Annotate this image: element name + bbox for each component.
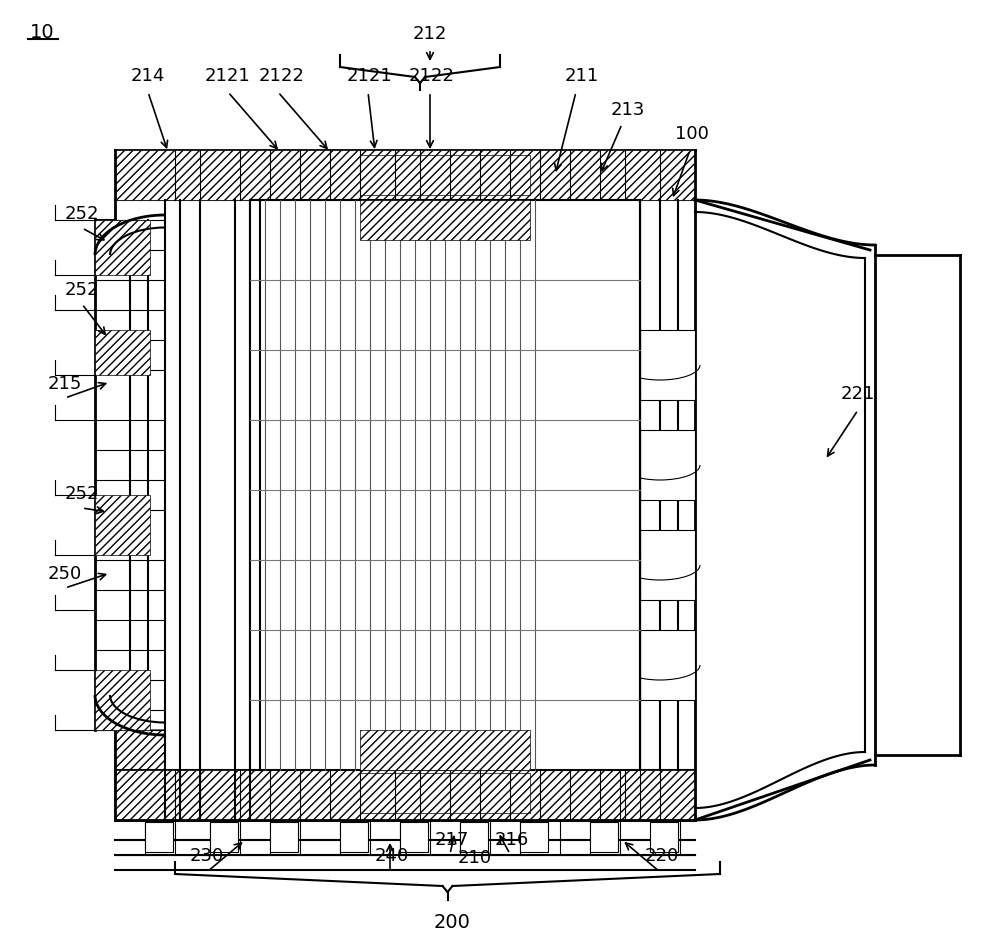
Bar	[95, 495, 150, 555]
Bar	[340, 822, 368, 852]
Bar	[95, 220, 150, 275]
Text: 213: 213	[611, 101, 645, 119]
Bar	[640, 530, 695, 600]
Bar	[360, 730, 530, 770]
Text: 2122: 2122	[259, 67, 305, 85]
Bar	[520, 822, 548, 852]
Bar	[400, 822, 428, 852]
Text: 221: 221	[841, 385, 875, 403]
Text: 252: 252	[65, 205, 99, 223]
Bar	[95, 670, 150, 730]
Text: 215: 215	[48, 375, 82, 393]
Bar	[640, 630, 695, 700]
Text: 217: 217	[435, 831, 469, 849]
Text: 10: 10	[30, 23, 54, 42]
Text: 252: 252	[65, 281, 99, 299]
Text: 2122: 2122	[409, 67, 455, 85]
Text: 214: 214	[131, 67, 165, 85]
Bar	[360, 773, 530, 813]
Bar	[460, 822, 488, 852]
Text: 212: 212	[413, 25, 447, 43]
Text: 240: 240	[375, 847, 409, 865]
Bar	[270, 822, 298, 852]
Bar	[95, 330, 150, 375]
Bar	[250, 200, 640, 770]
Bar	[360, 155, 530, 195]
Polygon shape	[115, 730, 165, 820]
Text: 252: 252	[65, 485, 99, 503]
Text: 200: 200	[434, 913, 470, 932]
Bar	[210, 822, 238, 852]
Bar	[640, 330, 695, 400]
Text: 220: 220	[645, 847, 679, 865]
Bar	[145, 822, 173, 852]
Bar	[650, 822, 678, 852]
Text: 250: 250	[48, 565, 82, 583]
Text: 211: 211	[565, 67, 599, 85]
Text: 2121: 2121	[205, 67, 251, 85]
Text: 230: 230	[190, 847, 224, 865]
Text: 210: 210	[458, 849, 492, 867]
Bar	[360, 200, 530, 240]
Bar	[115, 770, 695, 820]
Text: 100: 100	[675, 125, 709, 143]
Text: 2121: 2121	[347, 67, 393, 85]
Bar	[640, 430, 695, 500]
Bar	[115, 150, 695, 200]
Text: 216: 216	[495, 831, 529, 849]
Bar	[590, 822, 618, 852]
